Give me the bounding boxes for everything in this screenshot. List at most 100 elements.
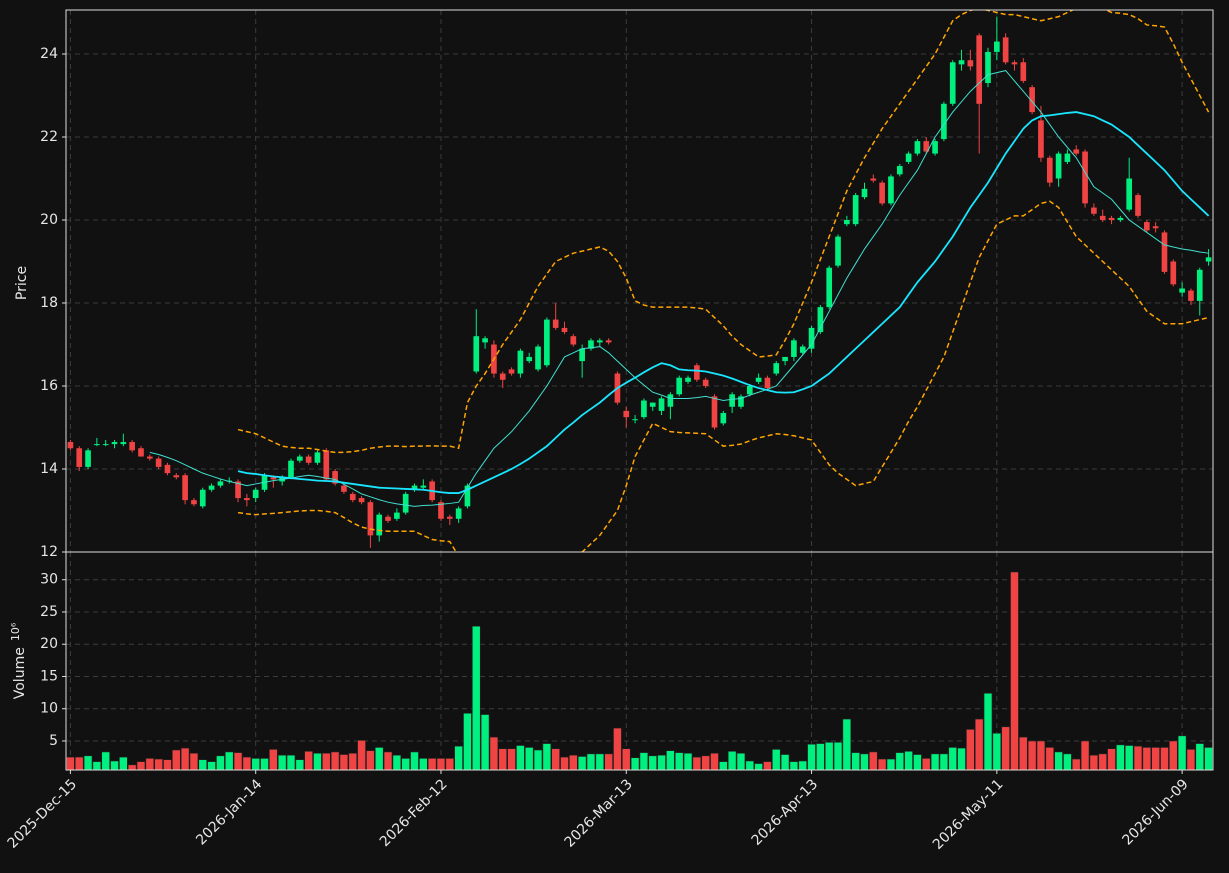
volume-bar: [983, 692, 993, 770]
volume-bar: [921, 758, 931, 770]
volume-bar: [886, 758, 896, 770]
volume-bar: [719, 761, 728, 770]
candle-body: [570, 336, 577, 345]
volume-bar: [1054, 751, 1063, 770]
volume-bar: [357, 740, 366, 770]
candle-body: [623, 410, 630, 418]
volume-bar: [877, 758, 887, 770]
volume-bar: [613, 727, 622, 770]
volume-bar: [771, 749, 781, 770]
volume-bar: [463, 712, 472, 770]
y-tick-label: 20: [40, 212, 58, 228]
price-panel: [67, 10, 1212, 552]
candle-body: [464, 485, 471, 507]
volume-bar: [1133, 745, 1143, 770]
volume-bar: [948, 747, 957, 770]
candle-body: [296, 456, 303, 461]
candle-body: [746, 385, 753, 395]
candle-body: [632, 419, 638, 421]
volume-bar: [383, 751, 393, 770]
candle-body: [1038, 120, 1044, 158]
volume-bar: [260, 758, 269, 770]
candle-body: [694, 365, 700, 380]
volume-bar: [1107, 748, 1116, 770]
candle-body: [182, 475, 188, 501]
volume-axis-label: Volume 10⁶: [9, 622, 28, 699]
candle-body: [473, 336, 480, 372]
candle-body: [358, 498, 365, 503]
y-tick-label: 24: [40, 46, 58, 62]
candle-body: [1011, 62, 1018, 65]
volume-bar: [577, 756, 587, 770]
volume-bar: [727, 750, 737, 770]
candle-body: [596, 340, 603, 343]
candle-body: [164, 464, 171, 474]
candle-body: [835, 236, 841, 266]
volume-bar: [507, 748, 516, 770]
volume-bar: [1080, 740, 1090, 770]
candle-body: [1179, 288, 1185, 293]
candle-body: [1144, 222, 1150, 231]
candle-body: [191, 500, 197, 505]
candle-body: [773, 363, 780, 374]
candle-body: [526, 356, 533, 362]
volume-bar: [780, 754, 790, 770]
candle-body: [94, 444, 100, 446]
volume-bar: [807, 743, 816, 770]
candle-body: [552, 319, 559, 328]
candle-body: [994, 41, 1000, 52]
volume-bar: [189, 752, 199, 770]
y-tick-label: 14: [40, 461, 58, 477]
volume-bar: [930, 753, 940, 770]
candle-body: [870, 178, 877, 181]
candle-body: [1108, 217, 1115, 220]
candle-body: [1170, 261, 1177, 285]
candle-body: [129, 442, 135, 451]
volume-bar: [233, 752, 243, 770]
candle-body: [111, 442, 118, 445]
volume-bar: [542, 743, 552, 770]
volume-bar: [1089, 754, 1099, 770]
candle-body: [438, 502, 444, 519]
volume-bar: [101, 751, 110, 770]
candle-body: [1002, 37, 1009, 63]
volume-bar: [489, 736, 499, 770]
candle-body: [411, 485, 418, 490]
volume-bar: [1186, 749, 1196, 770]
candle-body: [420, 485, 427, 488]
candle-body: [1055, 153, 1062, 179]
volume-bar: [445, 758, 455, 770]
volume-bar: [895, 752, 905, 770]
volume-bar: [480, 714, 490, 770]
volume-bar: [1160, 747, 1169, 770]
volume-bar: [322, 752, 331, 770]
volume-bar: [436, 758, 446, 770]
candle-body: [376, 514, 383, 536]
candle-body: [658, 398, 665, 411]
volume-bar: [498, 748, 508, 770]
candle-body: [314, 452, 321, 463]
y-tick-label: 10: [40, 701, 58, 717]
candle-body: [879, 182, 885, 204]
candle-body: [1117, 217, 1124, 220]
volume-bar: [339, 754, 349, 770]
candle-body: [244, 498, 250, 501]
volume-bar: [1098, 753, 1107, 770]
candle-body: [394, 512, 400, 519]
volume-bar: [119, 756, 128, 770]
y-tick-label: 15: [40, 668, 58, 684]
candle-body: [985, 51, 991, 84]
volume-bar: [163, 759, 172, 770]
volume-bar: [374, 747, 384, 770]
candle-body: [605, 340, 612, 343]
candle-body: [446, 516, 453, 519]
candle-body: [667, 394, 674, 407]
candle-body: [685, 377, 691, 382]
volume-frame: [65, 551, 1214, 771]
candle-body: [146, 456, 153, 459]
volume-bar: [348, 752, 358, 770]
volume-bar: [692, 756, 702, 770]
candle-body: [305, 456, 312, 463]
